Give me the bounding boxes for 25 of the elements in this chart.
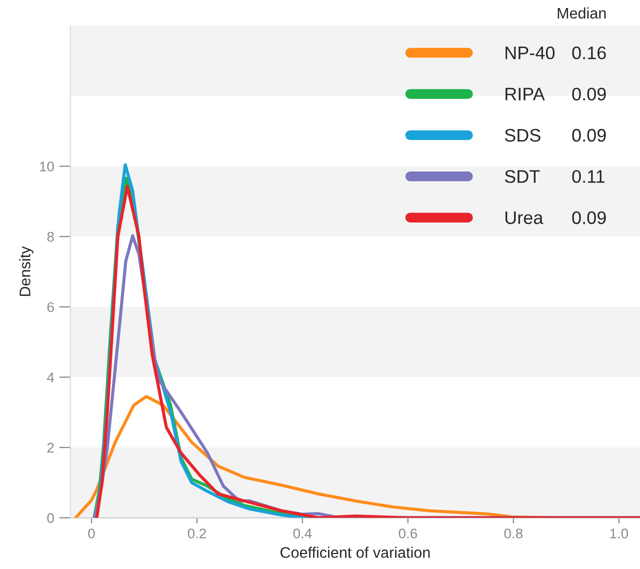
annotation: 0.09 xyxy=(572,88,606,100)
x-axis-title: Coefficient of variation xyxy=(280,546,430,558)
y-axis-title: Density xyxy=(19,246,34,296)
y-tick-label: 6 xyxy=(47,302,54,312)
legend-label: RIPA xyxy=(506,88,545,100)
x-tick-label: 0.8 xyxy=(504,528,522,538)
legend-label: SDS xyxy=(504,128,540,142)
legend-label: SDT xyxy=(504,170,540,183)
x-tick-label: 0.2 xyxy=(188,528,206,538)
annotation: 0.16 xyxy=(572,46,606,60)
y-tick-label: 4 xyxy=(47,372,54,382)
x-tick-label: 0.4 xyxy=(293,528,312,538)
legend-title: Median xyxy=(558,7,606,19)
y-tick-label: 10 xyxy=(40,162,54,172)
annotation: 0.11 xyxy=(572,170,604,183)
legend-label: Urea xyxy=(505,212,544,224)
legend-label: NP-40 xyxy=(506,46,555,60)
x-tick-label: 0.6 xyxy=(398,528,417,538)
annotation: 0.09 xyxy=(572,128,606,142)
y-tick-label: 2 xyxy=(47,442,54,453)
x-tick-label: 0 xyxy=(88,528,95,538)
y-tick-label: 0 xyxy=(47,513,54,523)
y-tick-label: 8 xyxy=(47,232,54,242)
x-tick-label: 1.0 xyxy=(610,528,628,538)
annotation: 0.09 xyxy=(572,211,606,224)
